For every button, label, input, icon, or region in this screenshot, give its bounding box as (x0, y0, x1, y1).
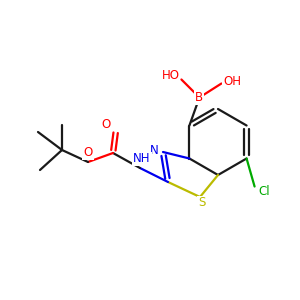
Text: HO: HO (161, 69, 179, 82)
Text: O: O (83, 146, 93, 160)
Text: Cl: Cl (259, 185, 270, 198)
Text: O: O (102, 118, 111, 131)
Text: S: S (198, 196, 206, 209)
Text: OH: OH (224, 75, 242, 88)
Text: N: N (150, 143, 159, 157)
Text: NH: NH (133, 152, 151, 166)
Text: B: B (195, 91, 203, 104)
